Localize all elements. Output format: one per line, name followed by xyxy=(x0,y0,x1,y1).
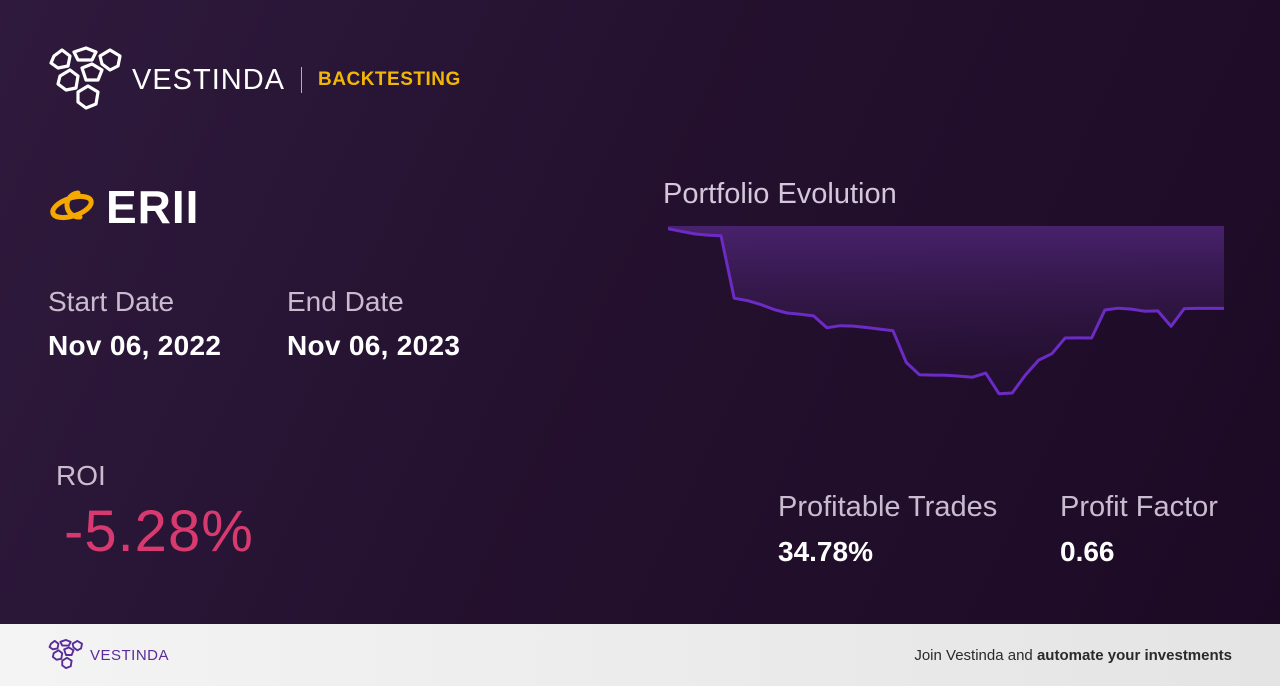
chart-title: Portfolio Evolution xyxy=(663,178,897,210)
profitable-trades: Profitable Trades 34.78% xyxy=(778,491,997,568)
roi-label: ROI xyxy=(56,460,106,491)
hexagon-cluster-icon xyxy=(49,46,122,110)
orbit-logo-icon xyxy=(50,190,94,221)
end-date-value: Nov 06, 2023 xyxy=(287,330,461,361)
roi-value: -5.28% xyxy=(64,499,254,564)
footer-cta-bold: automate your investments xyxy=(1036,646,1232,664)
portfolio-line xyxy=(668,227,1224,396)
footer-cta[interactable]: Join Vestinda and automate your investme… xyxy=(914,647,1232,664)
portfolio-chart xyxy=(668,226,1224,396)
footer-brand-name: VESTINDA xyxy=(90,646,170,664)
header-divider xyxy=(301,67,303,93)
footer-cta-prefix: Join Vestinda and xyxy=(914,646,1037,664)
start-date-label: Start Date xyxy=(48,286,175,317)
backtest-card: VESTINDA BACKTESTING ERII Start Date Nov… xyxy=(0,0,1280,624)
profit-factor: Profit Factor 0.66 xyxy=(1060,491,1218,568)
section-label: BACKTESTING xyxy=(318,69,461,90)
roi: ROI -5.28% xyxy=(56,460,254,565)
footer-hexagon-icon xyxy=(48,639,83,670)
header: VESTINDA BACKTESTING xyxy=(48,46,461,114)
start-date-value: Nov 06, 2022 xyxy=(48,330,222,361)
footer: VESTINDA Join Vestinda and automate your… xyxy=(0,624,1280,686)
profit-factor-value: 0.66 xyxy=(1060,536,1115,567)
portfolio-area xyxy=(668,226,1224,394)
ticker-symbol: ERII xyxy=(106,181,200,233)
ticker: ERII xyxy=(48,180,199,234)
profitable-trades-label: Profitable Trades xyxy=(778,491,998,523)
profitable-trades-value: 34.78% xyxy=(778,536,873,567)
footer-brand[interactable]: VESTINDA xyxy=(48,639,169,671)
profit-factor-label: Profit Factor xyxy=(1060,491,1218,523)
end-date-label: End Date xyxy=(287,286,404,317)
brand-name: VESTINDA xyxy=(132,63,286,96)
start-date: Start Date Nov 06, 2022 xyxy=(48,286,221,362)
end-date: End Date Nov 06, 2023 xyxy=(287,286,460,362)
